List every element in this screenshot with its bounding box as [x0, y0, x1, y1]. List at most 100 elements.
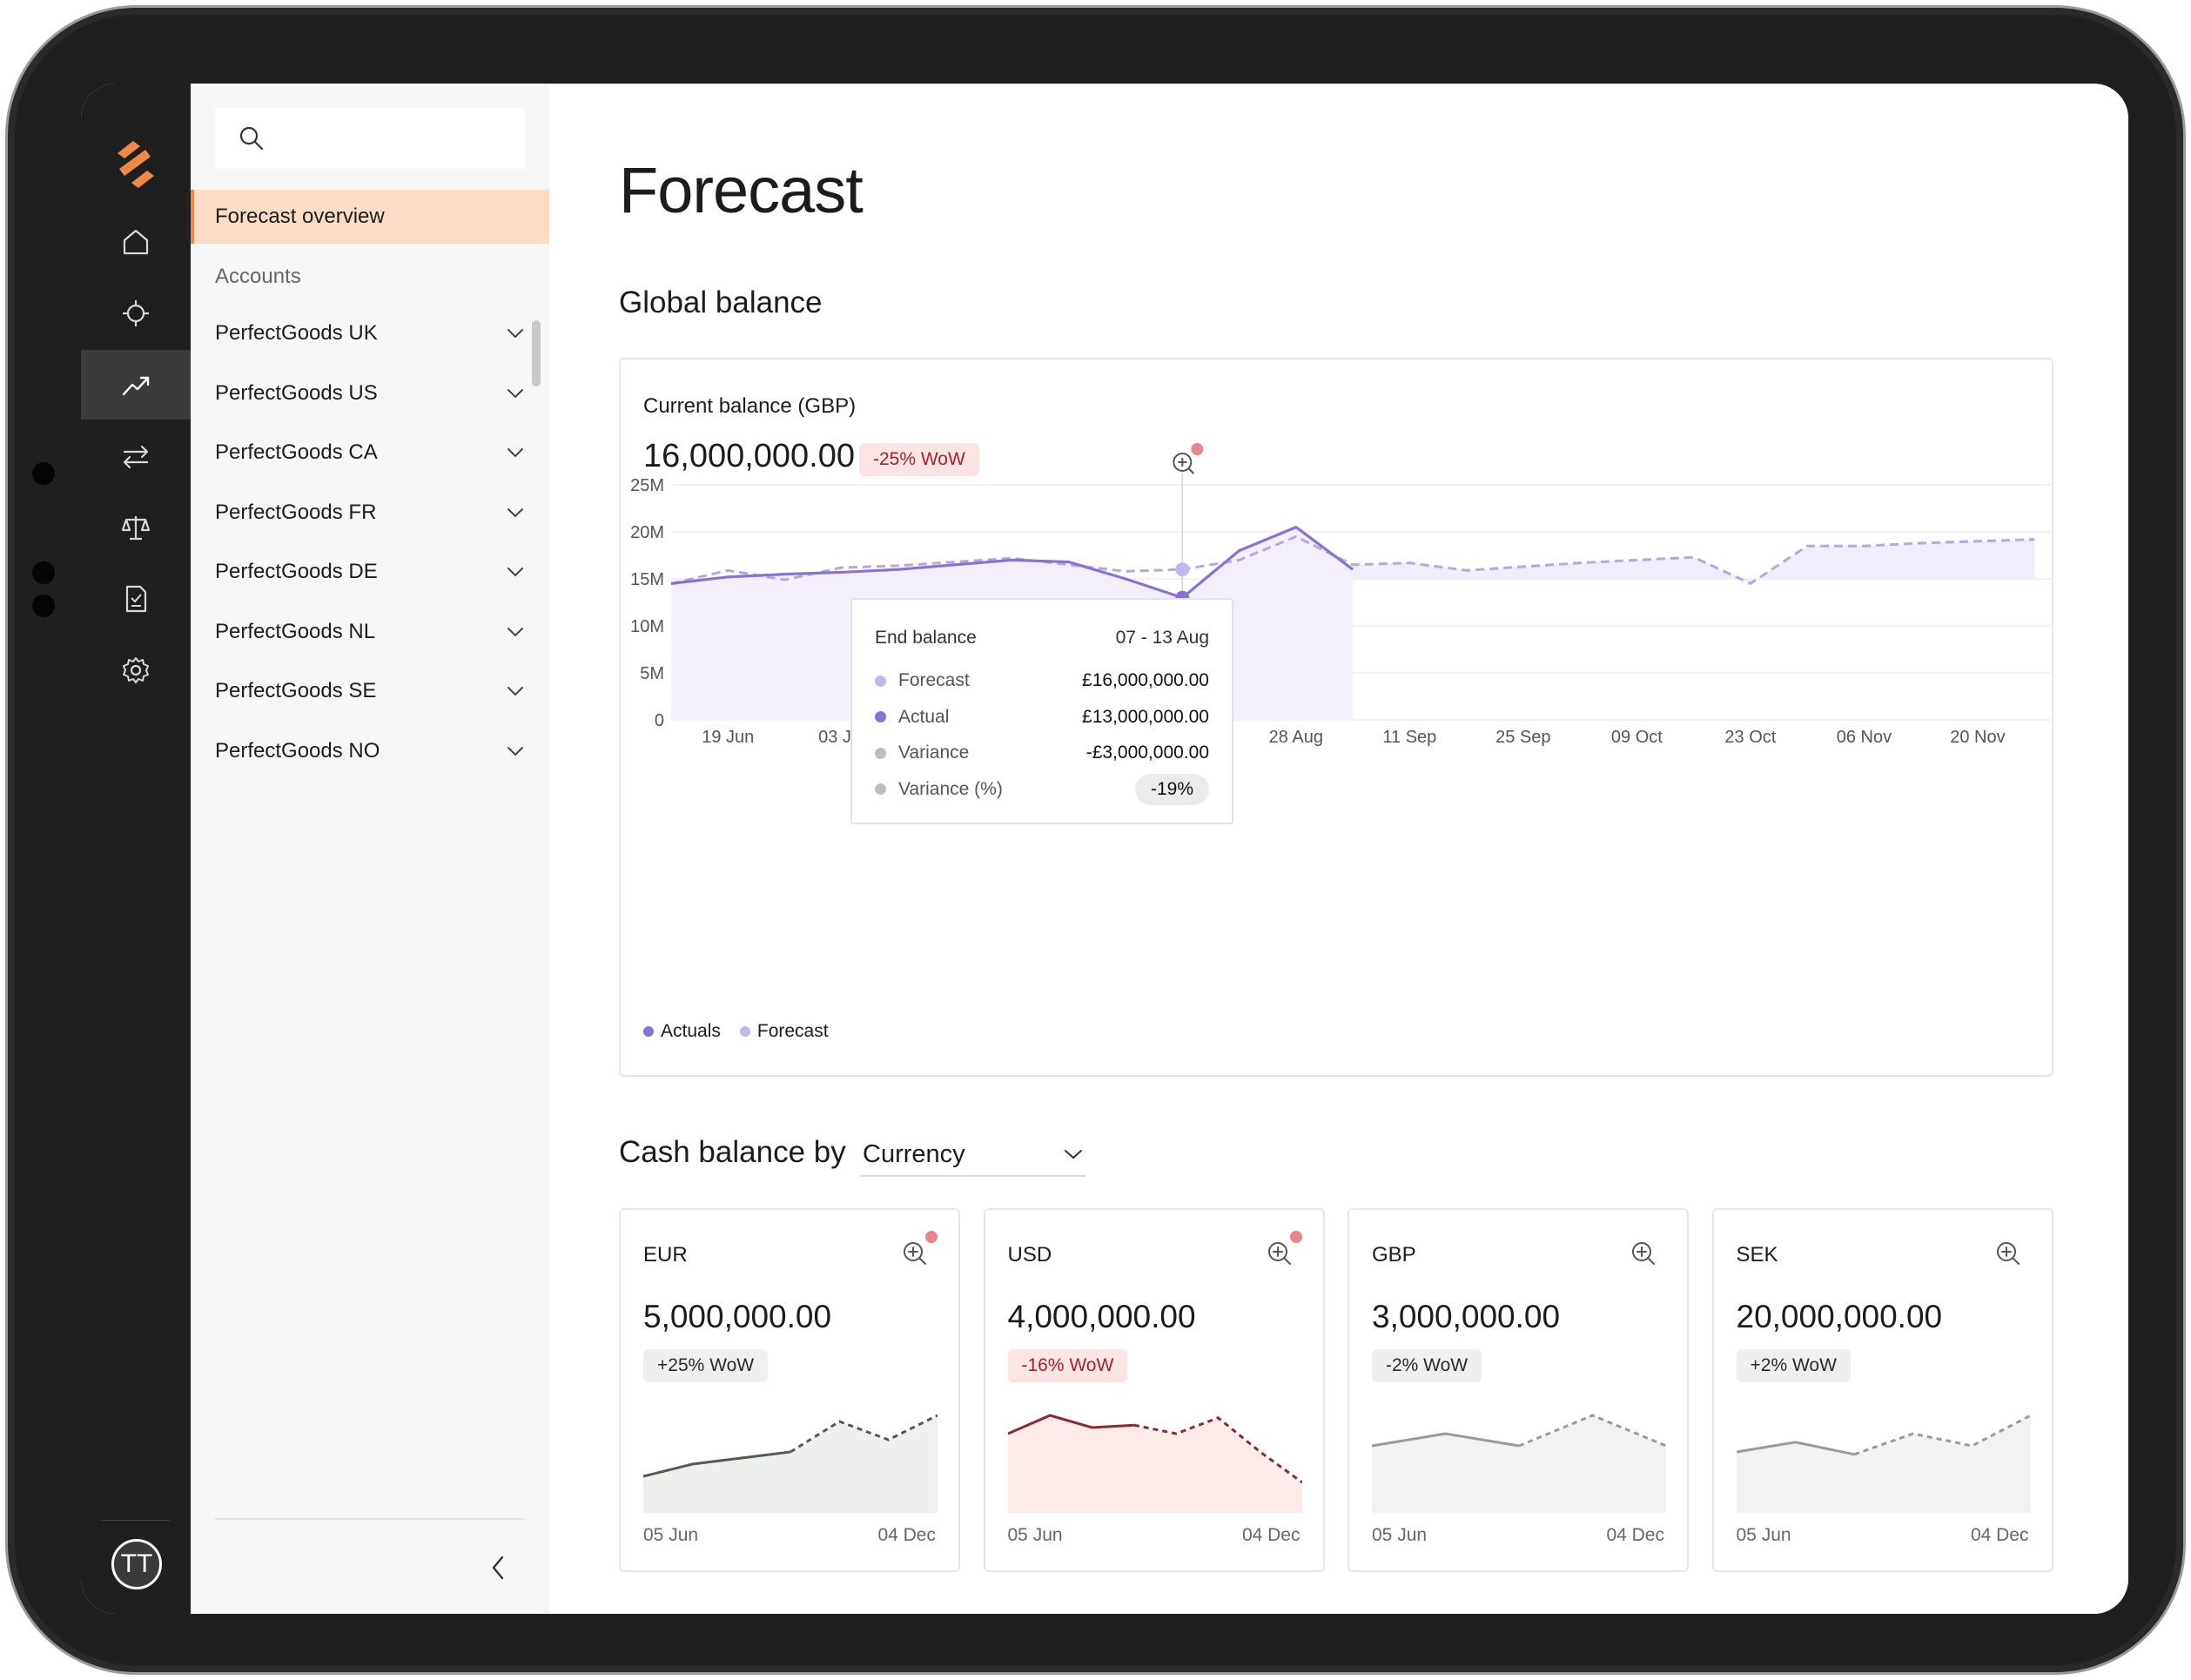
nav-transfers[interactable] [81, 421, 191, 491]
account-label: PerfectGoods SE [215, 679, 377, 702]
sparkline-actual [1372, 1432, 1520, 1448]
sparkline-actual [1007, 1414, 1134, 1435]
main-content: Forecast Global balance 0 5M 10M 15M 20M 25M 1… [549, 84, 2128, 1614]
sparkline-end-label: 04 Dec [1241, 1525, 1300, 1545]
page-title: Forecast [619, 154, 864, 226]
y-tick-label: 20M [630, 523, 664, 542]
sidebar-account-item[interactable]: PerfectGoods US [215, 372, 525, 415]
nav-balance[interactable] [81, 493, 191, 562]
currency-card[interactable]: USD 4,000,000.00 -16% WoW 05 Jun 04 Dec [983, 1208, 1325, 1572]
zoom-in-icon[interactable] [901, 1240, 929, 1267]
balance-value: 16,000,000.00 [643, 438, 856, 474]
tooltip-value: -19% [1134, 773, 1209, 805]
zoom-in-icon[interactable] [1630, 1240, 1657, 1267]
sidebar-account-item[interactable]: PerfectGoods FR [215, 491, 525, 534]
sidebar-account-item[interactable]: PerfectGoods UK [215, 312, 525, 355]
sidebar-account-item[interactable]: PerfectGoods NL [215, 610, 525, 654]
account-label: PerfectGoods US [215, 380, 378, 405]
tooltip-title: End balance [875, 628, 977, 648]
sidebar-account-item[interactable]: PerfectGoods NO [215, 729, 525, 773]
currency-value: 5,000,000.00 [643, 1299, 832, 1334]
rail-divider [102, 1520, 170, 1521]
tooltip-value: £13,000,000.00 [1082, 706, 1209, 727]
tooltip-dot [875, 675, 886, 687]
x-tick-label: 06 Nov [1837, 728, 1892, 747]
x-tick-label: 20 Nov [1950, 728, 2005, 747]
wow-badge: -2% WoW [1372, 1349, 1482, 1382]
wow-badge: -16% WoW [1007, 1349, 1128, 1382]
tooltip-value: £16,000,000.00 [1082, 670, 1209, 690]
sidebar-account-item[interactable]: PerfectGoods SE [215, 669, 525, 713]
sparkline-forecast [1853, 1414, 2031, 1456]
x-tick-label: 09 Oct [1611, 728, 1663, 747]
notification-dot [1289, 1231, 1302, 1243]
chevron-down-icon [507, 448, 523, 458]
currency-name: USD [1007, 1243, 1052, 1267]
sparkline-end-label: 04 Dec [877, 1525, 936, 1545]
brand-logo [118, 141, 154, 188]
tooltip-row-label: Variance [875, 743, 969, 763]
accounts-heading: Accounts [215, 265, 301, 288]
sidebar-divider [215, 1518, 525, 1520]
tooltip-dot [875, 783, 886, 795]
chevron-down-icon [507, 388, 523, 398]
legend-actuals-swatch [643, 1026, 654, 1037]
transfer-icon [123, 445, 149, 469]
wow-badge: -25% WoW [859, 443, 979, 476]
nav-settings[interactable] [81, 635, 191, 705]
sidebar-account-item[interactable]: PerfectGoods CA [215, 431, 525, 474]
sparkline-end-label: 04 Dec [1970, 1525, 2029, 1545]
notification-dot [925, 1231, 938, 1243]
search-box[interactable] [215, 108, 525, 169]
camera [32, 561, 55, 584]
nav-target[interactable] [81, 279, 191, 348]
currency-card[interactable]: GBP 3,000,000.00 -2% WoW 05 Jun 04 Dec [1348, 1208, 1689, 1572]
sidebar-account-item[interactable]: PerfectGoods DE [215, 550, 525, 594]
sparkline-start-label: 05 Jun [1372, 1525, 1428, 1545]
target-icon [123, 300, 149, 326]
group-by-select[interactable]: Currency [861, 1133, 1085, 1177]
x-tick-label: 25 Sep [1495, 728, 1550, 747]
currency-card[interactable]: EUR 5,000,000.00 +25% WoW 05 Jun 04 Dec [619, 1208, 960, 1572]
zoom-in-icon[interactable] [1173, 453, 1195, 474]
forecast-point[interactable] [1175, 562, 1190, 577]
currency-name: GBP [1372, 1243, 1416, 1267]
tooltip-label: Variance [898, 743, 970, 763]
sparkline-area [1007, 1415, 1302, 1513]
avatar[interactable]: TT [111, 1539, 162, 1589]
sidebar: Forecast overview Accounts PerfectGoods … [191, 84, 549, 1614]
nav-reports[interactable] [81, 564, 191, 634]
sparkline-forecast [1518, 1414, 1666, 1448]
nav-forecast[interactable] [81, 350, 191, 420]
account-label: PerfectGoods CA [215, 440, 378, 464]
tablet-frame: TT Forecast overview Accounts PerfectGoo… [5, 5, 2186, 1675]
chevron-down-icon [507, 507, 523, 517]
trend-icon [122, 376, 150, 396]
sparkline-actual [643, 1450, 791, 1478]
tooltip-row-label: Forecast [875, 670, 970, 691]
currency-value: 3,000,000.00 [1372, 1299, 1561, 1334]
scrollbar[interactable] [532, 320, 541, 386]
currency-card[interactable]: SEK 20,000,000.00 +2% WoW 05 Jun 04 Dec [1711, 1208, 2053, 1572]
tooltip-row: Variance (%) -19% [875, 773, 1209, 805]
zoom-in-icon[interactable] [1266, 1240, 1294, 1267]
actuals-line [670, 525, 1354, 600]
zoom-in-icon[interactable] [1994, 1240, 2022, 1267]
sparkline-forecast [1133, 1416, 1302, 1484]
notification-dot [1191, 443, 1204, 455]
group-by-value: Currency [863, 1139, 965, 1168]
nav-forecast-overview[interactable]: Forecast overview [191, 190, 549, 244]
y-tick-label: 10M [630, 617, 664, 636]
currency-value: 4,000,000.00 [1007, 1299, 1196, 1334]
currency-name: SEK [1736, 1243, 1778, 1267]
search-input[interactable] [276, 126, 520, 151]
scales-icon [121, 516, 151, 541]
gear-icon [123, 657, 149, 683]
collapse-sidebar-button[interactable] [485, 1550, 511, 1585]
y-tick-label: 0 [655, 711, 664, 730]
nav-home[interactable] [81, 207, 191, 277]
tooltip-dot [875, 711, 886, 722]
app-screen: TT Forecast overview Accounts PerfectGoo… [81, 84, 2128, 1614]
tooltip-label: Forecast [898, 670, 970, 690]
